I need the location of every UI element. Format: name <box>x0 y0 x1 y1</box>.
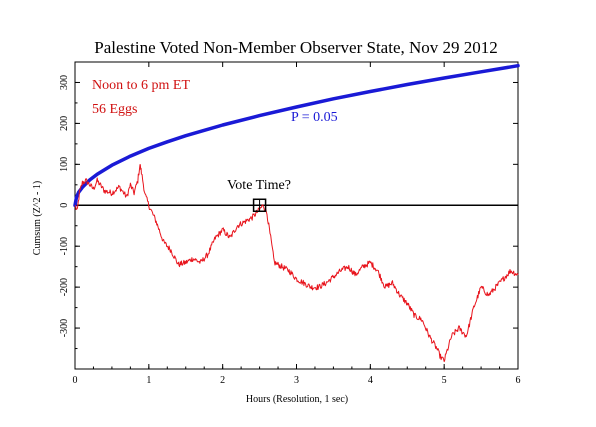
x-tick-label: 1 <box>146 375 151 386</box>
x-tick-label: 5 <box>442 375 447 386</box>
period-label: Noon to 6 pm ET <box>92 78 190 93</box>
x-axis-label: Hours (Resolution, 1 sec) <box>246 394 348 405</box>
y-tick-label: -300 <box>59 319 70 337</box>
cumsum-line <box>74 164 519 363</box>
x-tick-label: 4 <box>368 375 373 386</box>
y-tick-label: -100 <box>59 237 70 255</box>
eggs-label: 56 Eggs <box>92 102 138 117</box>
y-tick-label: 200 <box>59 116 70 131</box>
vote-time-label: Vote Time? <box>227 178 291 193</box>
annotation-layer: Noon to 6 pm ET 56 Eggs P = 0.05 Vote Ti… <box>92 78 338 213</box>
plot-frame <box>74 61 519 370</box>
probability-envelope-line <box>73 63 520 208</box>
y-tick-label: 100 <box>59 157 70 172</box>
y-axis-label: Cumsum (Z^2 - 1) <box>32 181 43 255</box>
x-tick-label: 3 <box>294 375 299 386</box>
x-tick-label: 0 <box>73 375 78 386</box>
chart-title: Palestine Voted Non-Member Observer Stat… <box>94 38 498 57</box>
y-tick-label: -200 <box>59 278 70 296</box>
x-tick-label: 6 <box>516 375 521 386</box>
series-layer <box>73 63 520 363</box>
x-tick-label: 2 <box>220 375 225 386</box>
y-tick-label: 300 <box>59 75 70 90</box>
y-tick-label: 0 <box>59 203 70 208</box>
p-value-label: P = 0.05 <box>291 110 338 125</box>
plot-area <box>74 61 519 370</box>
